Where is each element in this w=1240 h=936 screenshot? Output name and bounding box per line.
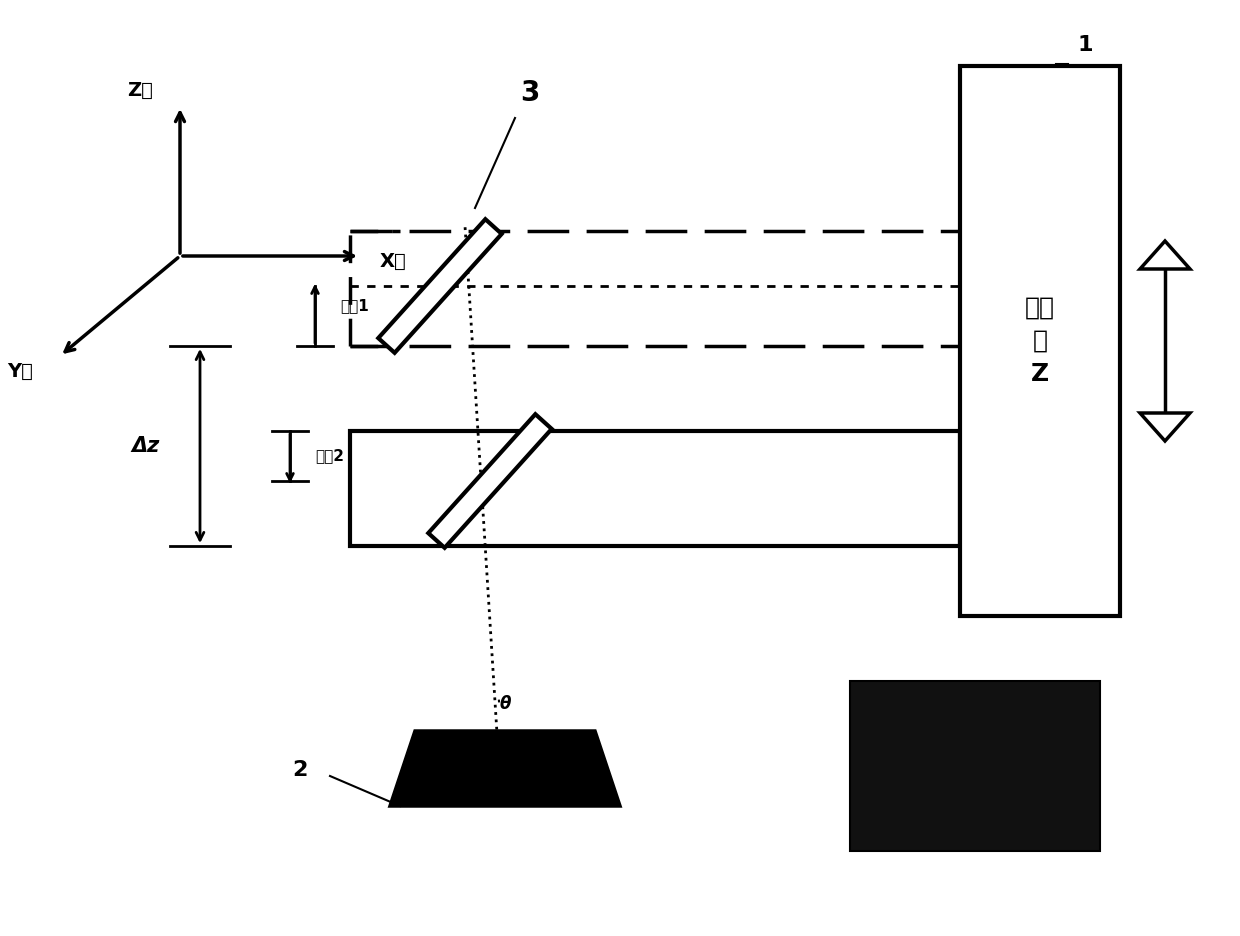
Polygon shape — [1140, 241, 1190, 269]
Text: Δz: Δz — [131, 436, 159, 456]
Bar — [350, 431, 960, 546]
Polygon shape — [1140, 413, 1190, 441]
Polygon shape — [378, 219, 502, 353]
Text: 1: 1 — [1078, 35, 1092, 55]
Text: Y轴: Y轴 — [7, 361, 33, 381]
Text: 2: 2 — [293, 760, 308, 780]
Text: 3: 3 — [521, 79, 539, 107]
Text: θ: θ — [500, 695, 511, 713]
Text: 位置2: 位置2 — [315, 448, 343, 463]
Text: Z轴: Z轴 — [126, 81, 153, 100]
Text: 机床
轴
Z: 机床 轴 Z — [1025, 296, 1055, 387]
Text: X轴: X轴 — [379, 252, 407, 271]
Bar — [960, 66, 1120, 616]
Polygon shape — [391, 731, 620, 806]
Text: 位置1: 位置1 — [340, 299, 368, 314]
Polygon shape — [428, 415, 552, 548]
Bar — [849, 681, 1100, 851]
